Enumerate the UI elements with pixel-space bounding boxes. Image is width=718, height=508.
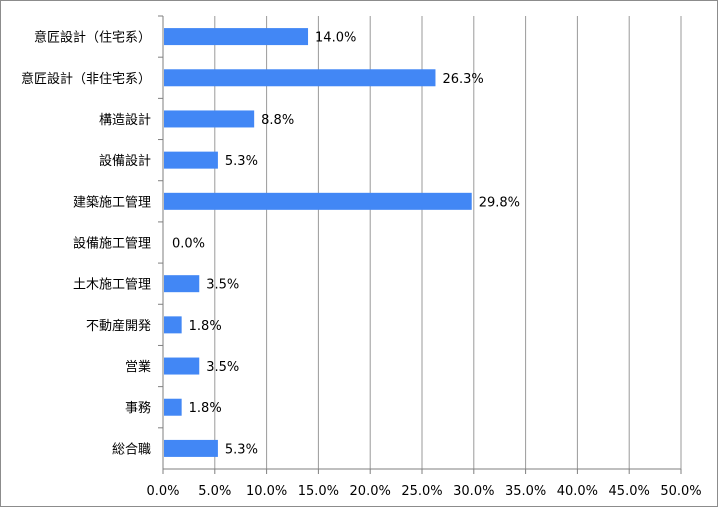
axes [158, 15, 682, 474]
x-tick-label: 5.0% [198, 484, 231, 499]
bars [164, 28, 472, 457]
data-label: 1.8% [189, 319, 222, 334]
bar [164, 110, 255, 128]
data-label: 5.3% [225, 154, 258, 169]
x-tick-label: 10.0% [246, 484, 287, 499]
data-label: 29.8% [479, 195, 520, 210]
category-label: 不動産開発 [86, 318, 151, 334]
category-label: 事務 [125, 401, 151, 416]
gridlines [214, 16, 682, 469]
data-label: 3.5% [206, 278, 239, 293]
bar [164, 28, 309, 46]
bar [164, 192, 472, 210]
x-tick-label: 25.0% [401, 484, 442, 499]
x-tick-label: 30.0% [453, 484, 494, 499]
bar [164, 275, 200, 293]
category-label: 設備施工管理 [73, 236, 151, 252]
x-tick-label: 40.0% [557, 484, 598, 499]
category-label: 営業 [125, 359, 151, 375]
data-label: 5.3% [225, 442, 258, 457]
x-tick-label: 0.0% [146, 484, 179, 499]
x-tick-label: 50.0% [660, 484, 701, 499]
category-label: 設備設計 [99, 153, 151, 169]
bar [164, 398, 182, 416]
data-label: 8.8% [261, 113, 294, 128]
labels: 0.0% 5.0% 10.0% 15.0% 20.0% 25.0% 30.0% 35.0% 40… [21, 30, 702, 499]
x-tick-label: 20.0% [350, 484, 391, 499]
data-label: 26.3% [442, 72, 483, 87]
data-label: 1.8% [189, 401, 222, 416]
bar [164, 316, 182, 334]
x-tick-label: 45.0% [609, 484, 650, 499]
category-label: 総合職 [112, 442, 151, 457]
data-label: 14.0% [315, 31, 356, 46]
data-label: 0.0% [172, 237, 205, 252]
x-tick-label: 15.0% [298, 484, 339, 499]
bar [164, 357, 200, 375]
category-label: 土木施工管理 [73, 278, 151, 293]
category-label: 建築施工管理 [73, 195, 151, 210]
bar [164, 69, 436, 87]
category-label: 意匠設計（住宅系） [34, 30, 151, 46]
bar [164, 151, 218, 169]
data-label: 3.5% [206, 360, 239, 375]
bar [164, 439, 218, 457]
x-tick-label: 35.0% [505, 484, 546, 499]
category-label: 意匠設計（非住宅系） [21, 71, 151, 87]
category-label: 構造設計 [99, 112, 151, 128]
